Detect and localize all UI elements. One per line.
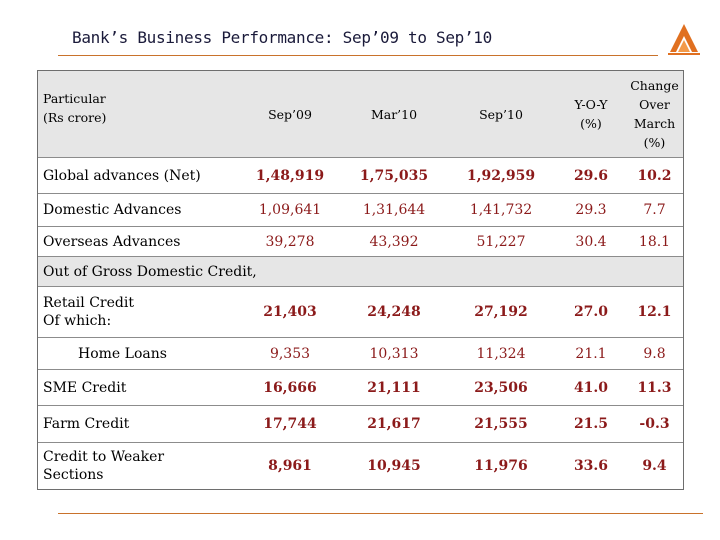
cell-sep09: 16,666 [263, 379, 317, 396]
footer-rule [58, 513, 703, 514]
cell-sep10: 1,41,732 [469, 202, 533, 218]
title-underline [58, 55, 658, 56]
header-change-unit: (%) [643, 135, 666, 150]
cell-mar10: 10,313 [369, 345, 419, 362]
header-yoy-unit: (%) [580, 116, 602, 131]
header-mar10: Mar’10 [370, 106, 418, 122]
header-particular: Particular [43, 91, 106, 106]
cell-sep10: 11,976 [474, 458, 528, 474]
cell-mar10: 1,75,035 [359, 167, 429, 184]
cell-mar10: 1,31,644 [362, 202, 426, 218]
row-label: Global advances (Net) [43, 167, 201, 184]
header-change: Change Over March (%) [626, 71, 683, 157]
table-row: Credit to Weaker Sections 8,961 10,945 1… [38, 442, 683, 489]
cell-sep09: 9,353 [269, 345, 311, 362]
cell-mar10: 21,617 [367, 416, 421, 432]
table-row: SME Credit 16,666 21,111 23,506 41.0 11.… [38, 369, 683, 405]
cell-change: 7.7 [643, 202, 666, 218]
row-label: SME Credit [43, 379, 127, 396]
row-label: Credit to Weaker [43, 449, 165, 465]
header-particular-unit: (Rs crore) [43, 110, 107, 125]
cell-change: 11.3 [637, 379, 672, 396]
header-change-line3: March [633, 116, 676, 131]
section-heading: Out of Gross Domestic Credit, [43, 263, 257, 280]
cell-sep10: 51,227 [476, 233, 526, 250]
cell-sep09: 1,09,641 [258, 202, 322, 218]
cell-yoy: 33.6 [573, 458, 609, 474]
table-row: Retail Credit Of which: 21,403 24,248 27… [38, 286, 683, 337]
cell-yoy: 29.6 [573, 167, 609, 184]
header-yoy-label: Y-O-Y [574, 97, 608, 112]
table-row: Overseas Advances 39,278 43,392 51,227 3… [38, 226, 683, 256]
cell-sep10: 21,555 [474, 416, 528, 432]
cell-yoy: 29.3 [575, 202, 607, 218]
cell-change: -0.3 [639, 416, 670, 432]
cell-mar10: 24,248 [367, 304, 421, 320]
cell-mar10: 21,111 [367, 379, 421, 396]
bank-logo-icon [668, 24, 700, 55]
header-change-line2: Over [639, 97, 670, 112]
cell-sep10: 1,92,959 [466, 167, 536, 184]
table-row: Global advances (Net) 1,48,919 1,75,035 … [38, 157, 683, 193]
cell-sep09: 17,744 [263, 416, 317, 432]
cell-yoy: 30.4 [575, 233, 607, 250]
table-header: Particular (Rs crore) Sep’09 Mar’10 Sep’… [38, 71, 683, 157]
cell-mar10: 10,945 [367, 458, 421, 474]
section-heading-row: Out of Gross Domestic Credit, [38, 256, 683, 286]
cell-yoy: 21.5 [573, 416, 609, 432]
page-title: Bank’s Business Performance: Sep’09 to S… [72, 28, 492, 47]
cell-sep10: 27,192 [474, 304, 528, 320]
table-row: Farm Credit 17,744 21,617 21,555 21.5 -0… [38, 405, 683, 442]
performance-table: Particular (Rs crore) Sep’09 Mar’10 Sep’… [37, 70, 684, 490]
cell-change: 12.1 [637, 304, 672, 320]
cell-change: 9.8 [643, 345, 666, 362]
cell-sep09: 8,961 [268, 458, 312, 474]
cell-sep09: 1,48,919 [255, 167, 325, 184]
row-label: Home Loans [78, 345, 167, 362]
row-label: Farm Credit [43, 416, 130, 432]
row-label: Retail Credit [43, 295, 134, 311]
cell-yoy: 21.1 [575, 345, 607, 362]
row-sublabel: Of which: [43, 313, 112, 329]
cell-sep10: 23,506 [474, 379, 528, 396]
cell-sep09: 21,403 [263, 304, 317, 320]
table-row: Domestic Advances 1,09,641 1,31,644 1,41… [38, 193, 683, 226]
header-yoy: Y-O-Y (%) [556, 71, 626, 157]
row-label: Domestic Advances [43, 202, 182, 218]
cell-yoy: 41.0 [573, 379, 609, 396]
table-row: Home Loans 9,353 10,313 11,324 21.1 9.8 [38, 337, 683, 369]
header-change-line1: Change [630, 78, 679, 93]
header-sep10: Sep’10 [479, 106, 523, 122]
header-sep09: Sep’09 [268, 106, 312, 122]
row-label: Overseas Advances [43, 233, 181, 250]
row-label-cont: Sections [43, 467, 104, 483]
cell-change: 18.1 [638, 233, 671, 250]
cell-mar10: 43,392 [369, 233, 419, 250]
cell-change: 9.4 [642, 458, 667, 474]
cell-change: 10.2 [637, 167, 672, 184]
cell-sep09: 39,278 [265, 233, 315, 250]
cell-yoy: 27.0 [573, 304, 609, 320]
cell-sep10: 11,324 [476, 345, 526, 362]
